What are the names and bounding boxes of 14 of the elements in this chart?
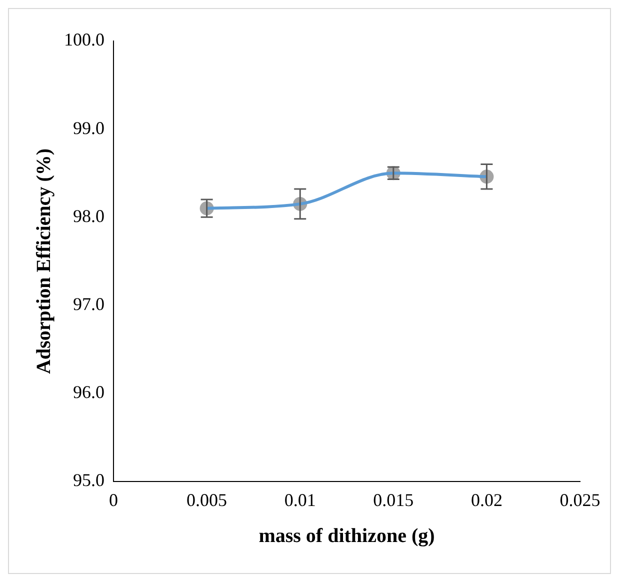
y-tick-label: 95.0: [73, 470, 104, 490]
y-tick-label: 96.0: [73, 382, 104, 402]
x-tick-label: 0.015: [373, 490, 414, 510]
x-tick-label: 0.025: [560, 490, 600, 510]
x-tick-label: 0.01: [284, 490, 316, 510]
x-tick-label: 0.02: [470, 490, 502, 510]
x-axis-title: mass of dithizone (g): [258, 525, 435, 548]
y-tick-label: 97.0: [73, 294, 104, 314]
y-tick-label: 98.0: [73, 206, 104, 226]
y-tick-label: 100.0: [64, 30, 104, 50]
y-axis-title: Adsorption Efficiency (%): [33, 148, 56, 374]
x-tick-label: 0: [109, 490, 118, 510]
x-tick-label: 0.005: [186, 490, 228, 510]
y-tick-label: 99.0: [73, 118, 104, 138]
